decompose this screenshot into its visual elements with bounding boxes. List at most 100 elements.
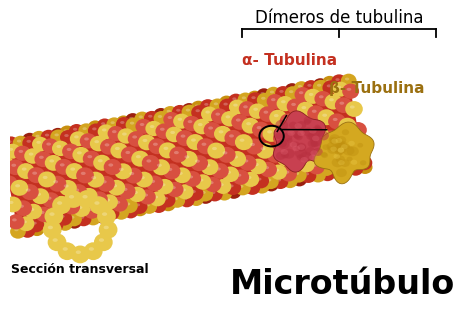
Ellipse shape [266, 87, 281, 101]
Ellipse shape [259, 106, 276, 122]
Ellipse shape [294, 81, 309, 95]
Ellipse shape [133, 203, 147, 216]
Ellipse shape [33, 226, 37, 229]
Ellipse shape [50, 130, 66, 144]
Ellipse shape [55, 132, 58, 134]
Ellipse shape [277, 179, 281, 182]
Ellipse shape [346, 88, 351, 91]
Ellipse shape [178, 172, 183, 175]
Ellipse shape [229, 134, 234, 138]
Ellipse shape [139, 189, 156, 204]
Ellipse shape [127, 208, 131, 211]
Ellipse shape [183, 197, 187, 200]
Ellipse shape [63, 247, 68, 251]
Ellipse shape [229, 100, 246, 115]
Ellipse shape [69, 195, 74, 198]
Ellipse shape [318, 161, 335, 176]
Ellipse shape [186, 107, 190, 109]
Ellipse shape [14, 146, 31, 161]
Ellipse shape [337, 141, 347, 148]
Ellipse shape [82, 195, 88, 198]
Ellipse shape [58, 242, 76, 260]
Ellipse shape [336, 168, 347, 177]
Ellipse shape [271, 98, 275, 101]
Ellipse shape [292, 173, 307, 186]
Ellipse shape [187, 186, 203, 201]
Ellipse shape [27, 167, 45, 183]
Ellipse shape [186, 134, 204, 150]
Ellipse shape [282, 155, 286, 158]
Ellipse shape [318, 109, 335, 125]
Ellipse shape [338, 148, 344, 153]
Ellipse shape [360, 160, 365, 163]
Ellipse shape [10, 224, 26, 239]
Polygon shape [273, 111, 333, 172]
Ellipse shape [246, 122, 251, 125]
Ellipse shape [176, 130, 193, 146]
Ellipse shape [201, 143, 206, 146]
Ellipse shape [87, 155, 92, 158]
Ellipse shape [312, 164, 317, 167]
Ellipse shape [310, 168, 326, 182]
Ellipse shape [228, 151, 246, 167]
Ellipse shape [307, 84, 311, 87]
Ellipse shape [274, 114, 279, 117]
Ellipse shape [333, 166, 337, 169]
Ellipse shape [49, 176, 66, 192]
Ellipse shape [297, 102, 314, 118]
Ellipse shape [273, 175, 288, 189]
Ellipse shape [183, 116, 200, 131]
Ellipse shape [299, 143, 303, 146]
Ellipse shape [93, 155, 111, 171]
Ellipse shape [214, 103, 218, 105]
Ellipse shape [135, 172, 153, 187]
Ellipse shape [288, 139, 293, 142]
Ellipse shape [279, 90, 283, 93]
Ellipse shape [100, 139, 118, 155]
Ellipse shape [239, 139, 245, 142]
Ellipse shape [94, 140, 99, 143]
Ellipse shape [85, 192, 90, 195]
Ellipse shape [298, 157, 315, 172]
Ellipse shape [328, 162, 344, 177]
Ellipse shape [281, 149, 288, 155]
Ellipse shape [328, 137, 337, 144]
Ellipse shape [226, 185, 241, 199]
Ellipse shape [304, 89, 321, 104]
Ellipse shape [146, 121, 162, 136]
Ellipse shape [131, 199, 147, 214]
Ellipse shape [29, 222, 45, 236]
Ellipse shape [277, 139, 287, 148]
Ellipse shape [345, 101, 363, 117]
Ellipse shape [289, 87, 293, 90]
Ellipse shape [146, 175, 163, 191]
Ellipse shape [170, 131, 175, 134]
Ellipse shape [249, 185, 253, 187]
Ellipse shape [193, 196, 197, 199]
Ellipse shape [292, 146, 300, 151]
Ellipse shape [201, 191, 206, 194]
Ellipse shape [263, 126, 280, 142]
Ellipse shape [261, 97, 265, 100]
Ellipse shape [60, 163, 64, 166]
Ellipse shape [314, 125, 320, 130]
Ellipse shape [208, 143, 225, 159]
Ellipse shape [101, 194, 118, 210]
Ellipse shape [299, 91, 303, 94]
Ellipse shape [64, 129, 68, 132]
Ellipse shape [204, 122, 221, 138]
Ellipse shape [294, 133, 301, 139]
Ellipse shape [195, 160, 200, 163]
Ellipse shape [237, 174, 241, 177]
Ellipse shape [208, 127, 213, 130]
Ellipse shape [64, 190, 83, 208]
Ellipse shape [346, 157, 353, 161]
Ellipse shape [46, 143, 51, 146]
Ellipse shape [335, 143, 344, 150]
Ellipse shape [191, 105, 208, 120]
Ellipse shape [283, 149, 295, 159]
Ellipse shape [102, 212, 107, 216]
Ellipse shape [90, 196, 108, 214]
Ellipse shape [320, 167, 335, 181]
Ellipse shape [55, 134, 59, 136]
